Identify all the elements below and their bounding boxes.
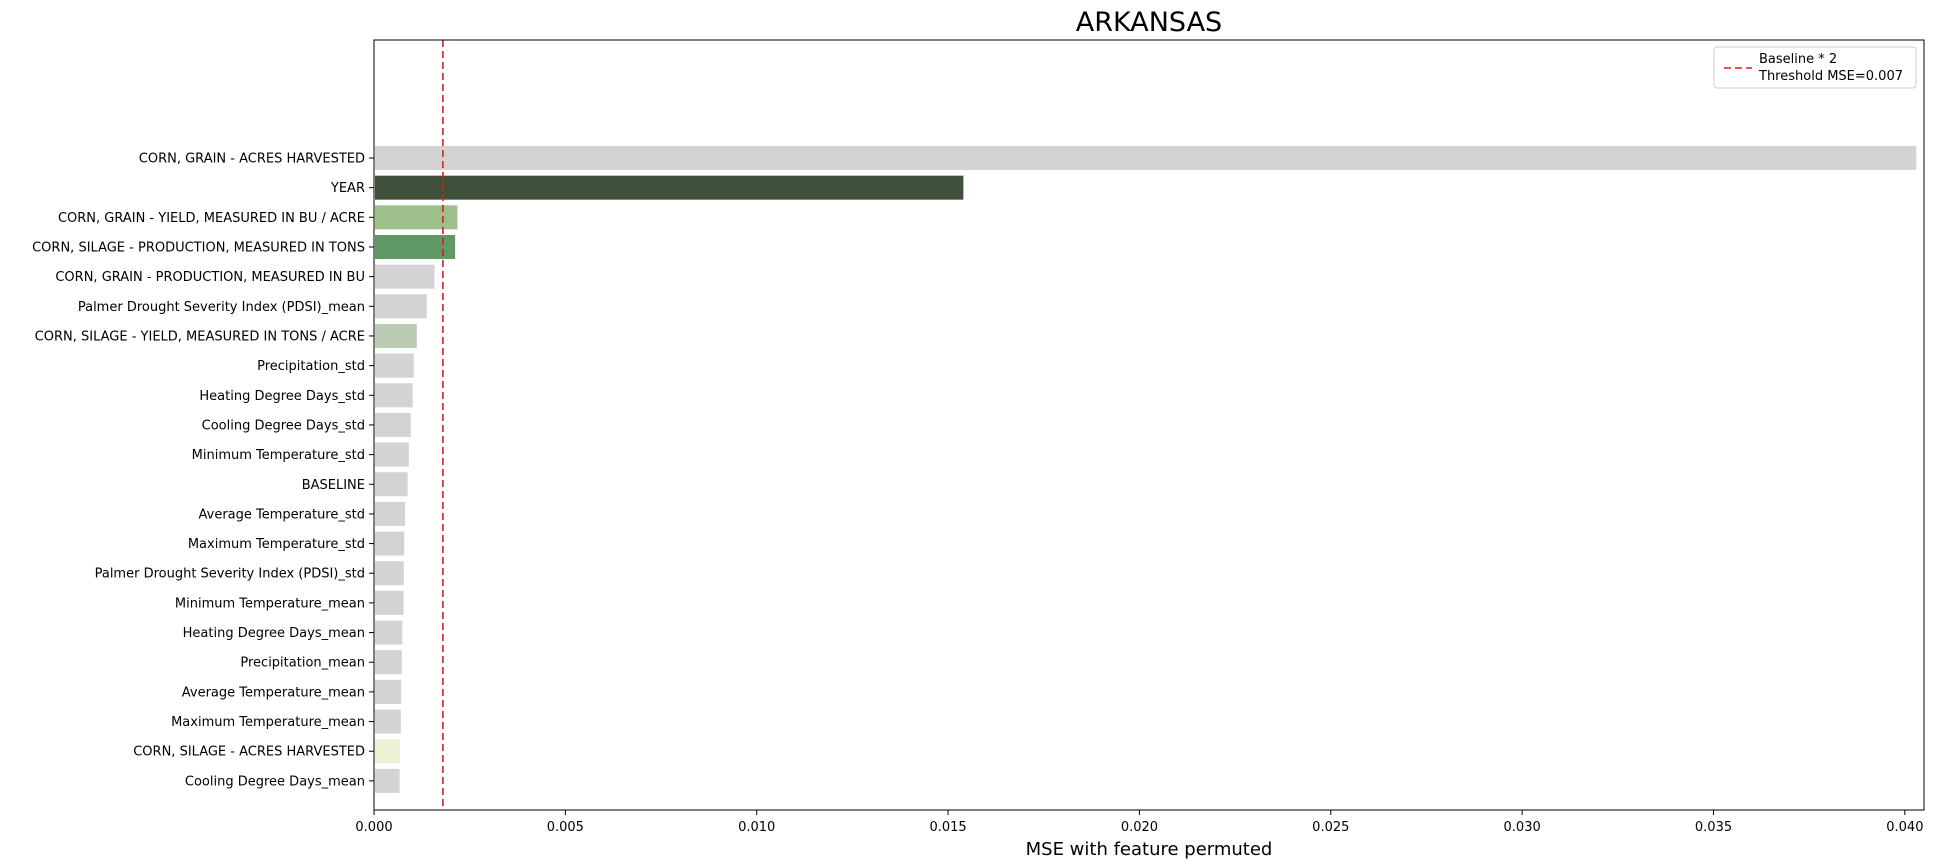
x-tick-label: 0.030 <box>1504 820 1541 835</box>
y-tick-label: BASELINE <box>302 478 365 493</box>
y-tick-label: CORN, GRAIN - PRODUCTION, MEASURED IN BU <box>55 270 365 285</box>
bars-layer <box>375 146 1917 793</box>
legend-label-line2: Threshold MSE=0.007 <box>1758 69 1903 84</box>
y-tick-label: YEAR <box>330 181 365 196</box>
bar <box>375 264 435 289</box>
y-tick-label: CORN, GRAIN - YIELD, MEASURED IN BU / AC… <box>58 211 365 226</box>
y-tick-label: Palmer Drought Severity Index (PDSI)_std <box>95 567 365 582</box>
bar <box>375 175 964 200</box>
bar <box>375 323 417 348</box>
y-tick-label: CORN, SILAGE - YIELD, MEASURED IN TONS /… <box>35 329 365 344</box>
bar <box>375 234 456 259</box>
y-tick-label: Heating Degree Days_mean <box>183 626 365 641</box>
bar <box>375 531 405 556</box>
y-tick-label: Palmer Drought Severity Index (PDSI)_mea… <box>78 300 365 315</box>
y-tick-label: CORN, GRAIN - ACRES HARVESTED <box>139 152 365 167</box>
y-tick-label: CORN, SILAGE - ACRES HARVESTED <box>133 745 365 760</box>
y-tick-label: Heating Degree Days_std <box>199 389 365 404</box>
bar <box>375 146 1917 170</box>
y-tick-label: Maximum Temperature_mean <box>171 715 365 730</box>
x-tick-label: 0.010 <box>738 820 775 835</box>
bar <box>375 442 409 467</box>
y-tick-label: Maximum Temperature_std <box>188 537 365 552</box>
bar <box>375 650 402 675</box>
bar <box>375 501 405 526</box>
bar <box>375 561 404 586</box>
y-tick-label: Precipitation_std <box>257 359 365 374</box>
bar <box>375 412 411 437</box>
bar <box>375 353 414 378</box>
bar <box>375 294 427 319</box>
bar <box>375 739 401 764</box>
y-tick-label: Average Temperature_std <box>199 507 366 522</box>
bar <box>375 383 413 408</box>
y-tick-label: Minimum Temperature_mean <box>175 596 365 611</box>
y-tick-label: CORN, SILAGE - PRODUCTION, MEASURED IN T… <box>32 240 365 255</box>
x-tick-label: 0.040 <box>1886 820 1923 835</box>
bar <box>375 709 401 734</box>
x-tick-label: 0.005 <box>547 820 584 835</box>
chart-title: ARKANSAS <box>1076 7 1222 38</box>
x-tick-label: 0.035 <box>1695 820 1732 835</box>
x-tick-label: 0.025 <box>1312 820 1349 835</box>
y-tick-labels: CORN, GRAIN - ACRES HARVESTED YEAR CORN, G… <box>32 152 374 789</box>
legend-box <box>1713 46 1917 89</box>
y-tick-label: Minimum Temperature_std <box>192 448 365 463</box>
plot-frame <box>373 39 1925 811</box>
x-tick-label: 0.000 <box>355 820 392 835</box>
x-axis-title: MSE with feature permuted <box>1026 839 1273 860</box>
bar <box>375 768 400 793</box>
legend-label-line1: Baseline * 2 <box>1759 52 1837 67</box>
bar <box>375 679 402 704</box>
y-tick-label: Average Temperature_mean <box>182 685 365 700</box>
y-tick-label: Cooling Degree Days_std <box>202 418 365 433</box>
y-tick-label: Cooling Degree Days_mean <box>185 774 365 789</box>
bar <box>375 590 404 615</box>
x-tick-label: 0.020 <box>1121 820 1158 835</box>
bar <box>375 205 458 230</box>
legend: Baseline * 2 Threshold MSE=0.007 <box>1713 46 1917 89</box>
bar <box>375 620 403 645</box>
y-tick-label: Precipitation_mean <box>240 656 365 671</box>
x-axis-ticks: 0.000 0.005 0.010 0.015 0.020 0.025 0.030 0.035… <box>355 810 1923 835</box>
bar <box>375 472 408 497</box>
x-tick-label: 0.015 <box>929 820 966 835</box>
